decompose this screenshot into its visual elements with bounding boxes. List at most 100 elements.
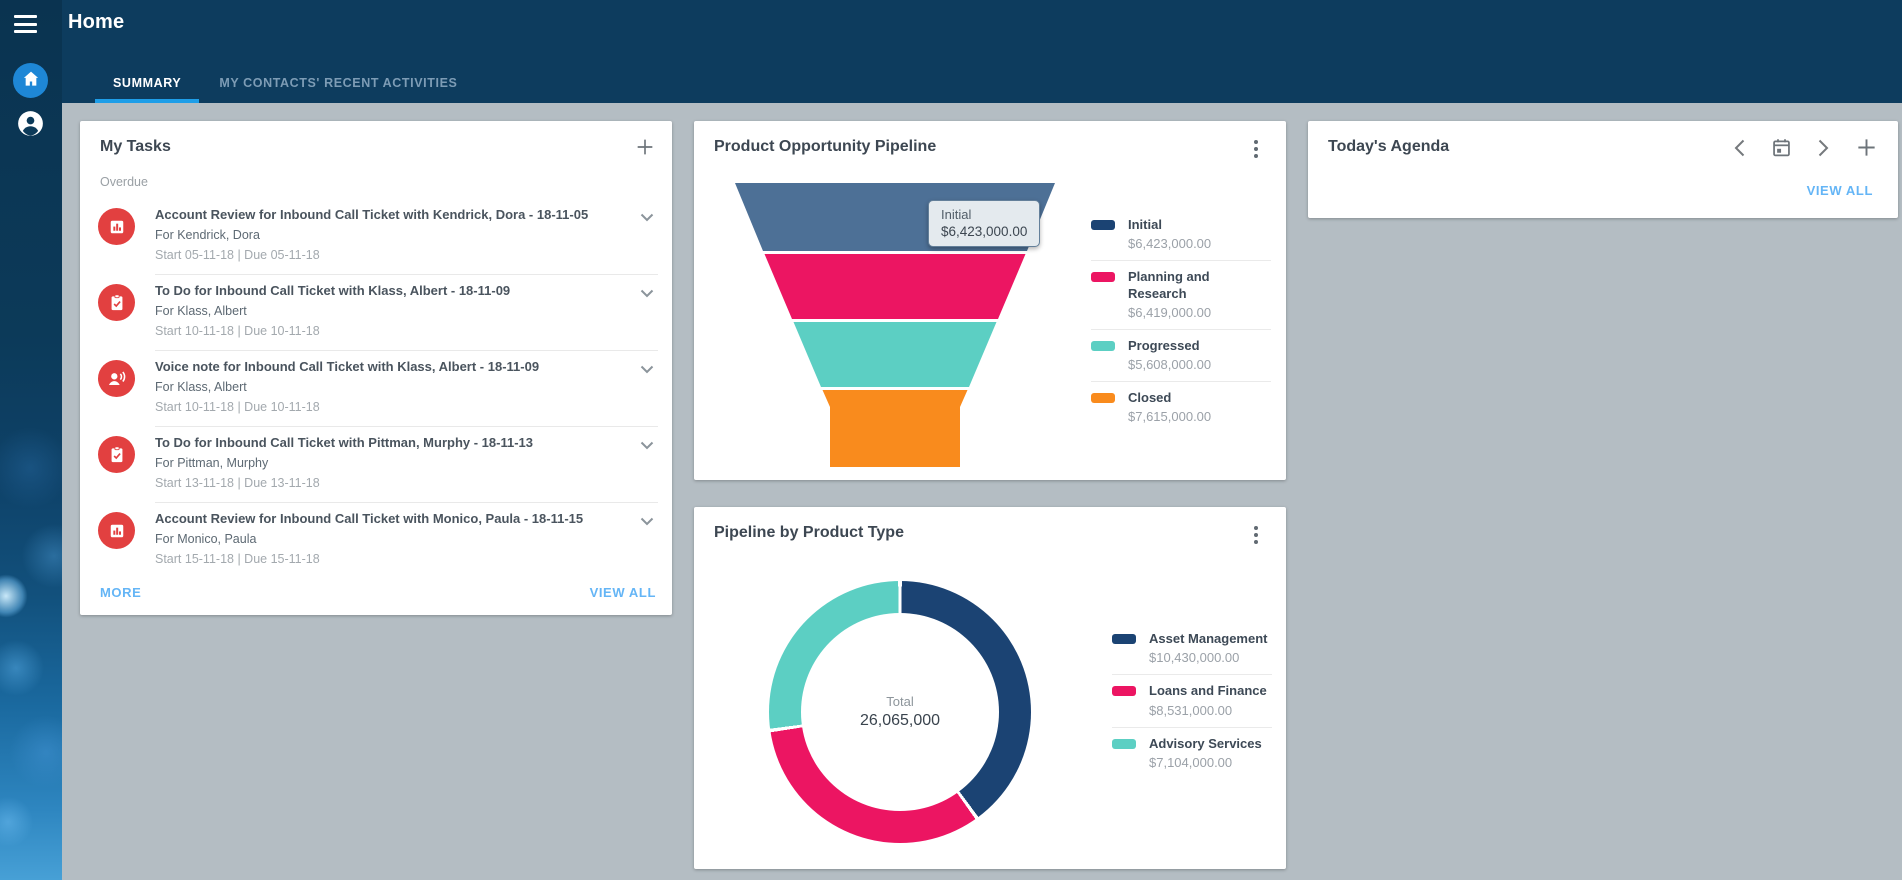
chevron-down-icon[interactable]	[640, 361, 654, 379]
task-dates: Start 13-11-18 | Due 13-11-18	[155, 476, 320, 490]
legend-label: Initial	[1128, 217, 1162, 232]
agenda-actions	[1734, 136, 1878, 159]
left-rail	[0, 0, 62, 880]
task-row[interactable]: To Do for Inbound Call Ticket with Klass…	[80, 275, 672, 351]
hamburger-menu-icon[interactable]	[14, 15, 37, 33]
top-bar: Home SUMMARY MY CONTACTS' RECENT ACTIVIT…	[0, 0, 1902, 103]
funnel-segment-planning-and-research[interactable]	[764, 254, 1026, 319]
legend-value: $8,531,000.00	[1149, 702, 1233, 718]
user-profile-button[interactable]	[17, 110, 44, 137]
account-review-chart-icon	[98, 512, 135, 549]
legend-item[interactable]: Initial $6,423,000.00	[1091, 217, 1271, 260]
home-icon	[21, 69, 41, 92]
dashboard-content: My Tasks Overdue Account Review for Inbo…	[62, 103, 1902, 880]
legend-label: Progressed	[1128, 337, 1200, 353]
task-list: Account Review for Inbound Call Ticket w…	[80, 199, 672, 579]
kebab-menu-icon[interactable]	[1244, 137, 1268, 161]
chevron-left-icon	[1734, 139, 1745, 160]
chevron-down-icon[interactable]	[640, 437, 654, 455]
product-opportunity-pipeline-card: Product Opportunity Pipeline Initial $6,…	[694, 121, 1286, 480]
calendar-button[interactable]	[1771, 137, 1792, 158]
task-dates: Start 05-11-18 | Due 05-11-18	[155, 248, 320, 262]
legend-value: $7,104,000.00	[1149, 754, 1233, 770]
chevron-down-icon[interactable]	[640, 285, 654, 303]
chevron-down-icon[interactable]	[640, 513, 654, 531]
legend-swatch	[1091, 272, 1115, 283]
plus-icon	[634, 139, 656, 161]
legend-value: $6,419,000.00	[1128, 304, 1212, 320]
tooltip-label: Initial	[941, 207, 972, 222]
funnel-segment-progressed[interactable]	[793, 322, 997, 387]
voice-note-person-icon	[98, 360, 135, 397]
legend-item[interactable]: Asset Management $10,430,000.00	[1112, 631, 1272, 674]
chevron-right-icon	[1818, 139, 1829, 160]
task-row[interactable]: Account Review for Inbound Call Ticket w…	[80, 503, 672, 579]
agenda-view-all-button[interactable]: VIEW ALL	[1806, 183, 1873, 198]
legend-swatch	[1112, 634, 1136, 644]
page-title: Home	[68, 11, 125, 33]
task-dates: Start 15-11-18 | Due 15-11-18	[155, 552, 320, 566]
task-title: Account Review for Inbound Call Ticket w…	[155, 207, 589, 222]
donut-legend: Asset Management $10,430,000.00 Loans an…	[1112, 631, 1272, 779]
legend-label: Planning and Research	[1128, 269, 1210, 301]
task-row[interactable]: To Do for Inbound Call Ticket with Pittm…	[80, 427, 672, 503]
legend-swatch	[1091, 393, 1115, 403]
donut-total-value: 26,065,000	[859, 712, 941, 729]
task-title: Account Review for Inbound Call Ticket w…	[155, 511, 584, 526]
task-for: For Kendrick, Dora	[155, 228, 260, 242]
tasks-view-all-button[interactable]: VIEW ALL	[589, 585, 656, 600]
legend-label: Advisory Services	[1149, 735, 1262, 751]
todo-clipboard-check-icon	[98, 284, 135, 321]
legend-item[interactable]: Planning and Research $6,419,000.00	[1091, 260, 1271, 329]
legend-value: $6,423,000.00	[1128, 236, 1212, 252]
legend-label: Loans and Finance	[1149, 683, 1267, 699]
tab-bar: SUMMARY MY CONTACTS' RECENT ACTIVITIES	[95, 65, 467, 103]
funnel-legend: Initial $6,423,000.00 Planning and Resea…	[1091, 217, 1271, 433]
funnel-card-title: Product Opportunity Pipeline	[714, 138, 937, 155]
tab-summary[interactable]: SUMMARY	[95, 65, 200, 103]
task-row[interactable]: Account Review for Inbound Call Ticket w…	[80, 199, 672, 275]
tooltip-value: $6,423,000.00	[941, 224, 1028, 239]
legend-item[interactable]: Advisory Services $7,104,000.00	[1112, 726, 1272, 779]
task-title: Voice note for Inbound Call Ticket with …	[155, 359, 540, 374]
task-for: For Klass, Albert	[155, 380, 247, 394]
legend-value: $10,430,000.00	[1149, 650, 1240, 666]
legend-swatch	[1091, 340, 1115, 351]
legend-item[interactable]: Closed $7,615,000.00	[1091, 381, 1271, 433]
legend-value: $5,608,000.00	[1128, 357, 1212, 372]
donut-ring[interactable]: Total 26,065,000	[769, 581, 1031, 843]
todo-clipboard-check-icon	[98, 436, 135, 473]
legend-swatch	[1091, 220, 1115, 230]
task-row[interactable]: Voice note for Inbound Call Ticket with …	[80, 351, 672, 427]
next-day-button[interactable]	[1818, 139, 1829, 157]
donut-total-label: Total	[886, 694, 914, 709]
home-nav-button[interactable]	[13, 63, 48, 98]
overdue-section-label: Overdue	[100, 175, 148, 189]
kebab-menu-icon[interactable]	[1244, 523, 1268, 547]
todays-agenda-card: Today's Agenda	[1308, 121, 1898, 218]
add-agenda-item-button[interactable]	[1855, 136, 1878, 159]
task-title: To Do for Inbound Call Ticket with Pittm…	[155, 435, 533, 450]
legend-item[interactable]: Loans and Finance $8,531,000.00	[1112, 674, 1272, 726]
task-dates: Start 10-11-18 | Due 10-11-18	[155, 324, 320, 338]
legend-swatch	[1112, 686, 1136, 697]
task-for: For Monico, Paula	[155, 532, 257, 546]
pipeline-by-product-type-card: Pipeline by Product Type Total 26,065,00…	[694, 507, 1286, 869]
legend-swatch	[1112, 738, 1136, 749]
previous-day-button[interactable]	[1734, 139, 1745, 157]
legend-value: $7,615,000.00	[1128, 409, 1212, 425]
agenda-title: Today's Agenda	[1328, 138, 1450, 155]
my-tasks-card: My Tasks Overdue Account Review for Inbo…	[80, 121, 672, 615]
donut-center: Total 26,065,000	[801, 613, 999, 811]
chevron-down-icon[interactable]	[640, 209, 654, 227]
task-for: For Klass, Albert	[155, 304, 247, 318]
my-tasks-title: My Tasks	[100, 138, 171, 155]
task-for: For Pittman, Murphy	[155, 456, 269, 470]
calendar-icon	[1771, 139, 1792, 161]
legend-item[interactable]: Progressed $5,608,000.00	[1091, 328, 1271, 381]
add-task-button[interactable]	[634, 136, 656, 158]
funnel-segment-closed[interactable]	[822, 390, 968, 467]
tab-my-contacts-recent-activities[interactable]: MY CONTACTS' RECENT ACTIVITIES	[219, 76, 458, 90]
more-button[interactable]: MORE	[100, 585, 142, 600]
task-title: To Do for Inbound Call Ticket with Klass…	[155, 283, 511, 298]
